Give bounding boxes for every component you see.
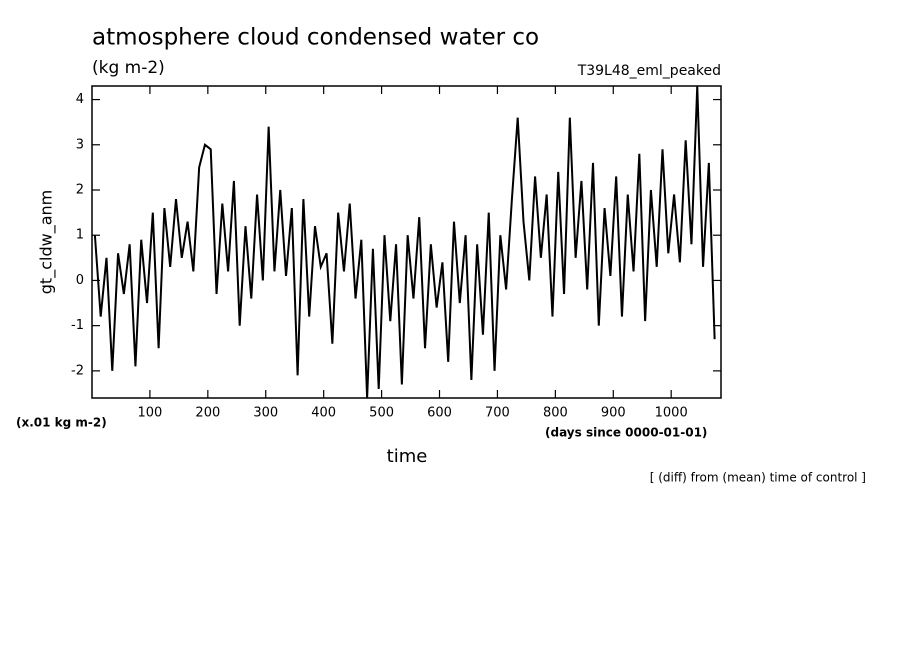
- y-tick-label: 2: [76, 183, 84, 198]
- y-axis-label: gt_cldw_anm: [37, 190, 57, 294]
- x-tick-label: 300: [253, 406, 278, 421]
- y-axis-unit: (x.01 kg m-2): [16, 416, 107, 430]
- x-axis-label: time: [387, 446, 428, 467]
- x-axis-unit: (days since 0000-01-01): [545, 426, 707, 440]
- plot-frame: [91, 85, 722, 399]
- chart-title: atmosphere cloud condensed water co: [92, 25, 539, 51]
- x-tick-label: 1000: [655, 406, 688, 421]
- y-tick-label: -1: [71, 318, 84, 333]
- x-tick-label: 900: [601, 406, 626, 421]
- x-tick-label: 500: [369, 406, 394, 421]
- experiment-label: T39L48_eml_peaked: [577, 63, 721, 79]
- y-tick-label: 1: [76, 228, 84, 243]
- data-line: [93, 85, 716, 399]
- chart-subtitle: (kg m-2): [92, 58, 165, 78]
- footer-note: [ (diff) from (mean) time of control ]: [650, 471, 866, 485]
- x-tick-label: 700: [485, 406, 510, 421]
- x-tick-label: 200: [195, 406, 220, 421]
- y-tick-label: 4: [76, 92, 84, 107]
- y-tick-label: 0: [76, 273, 84, 288]
- x-tick-label: 800: [543, 406, 568, 421]
- y-tick-label: -2: [71, 363, 84, 378]
- x-tick-label: 600: [427, 406, 452, 421]
- x-tick-label: 100: [138, 406, 163, 421]
- x-tick-label: 400: [311, 406, 336, 421]
- y-tick-label: 3: [76, 137, 84, 152]
